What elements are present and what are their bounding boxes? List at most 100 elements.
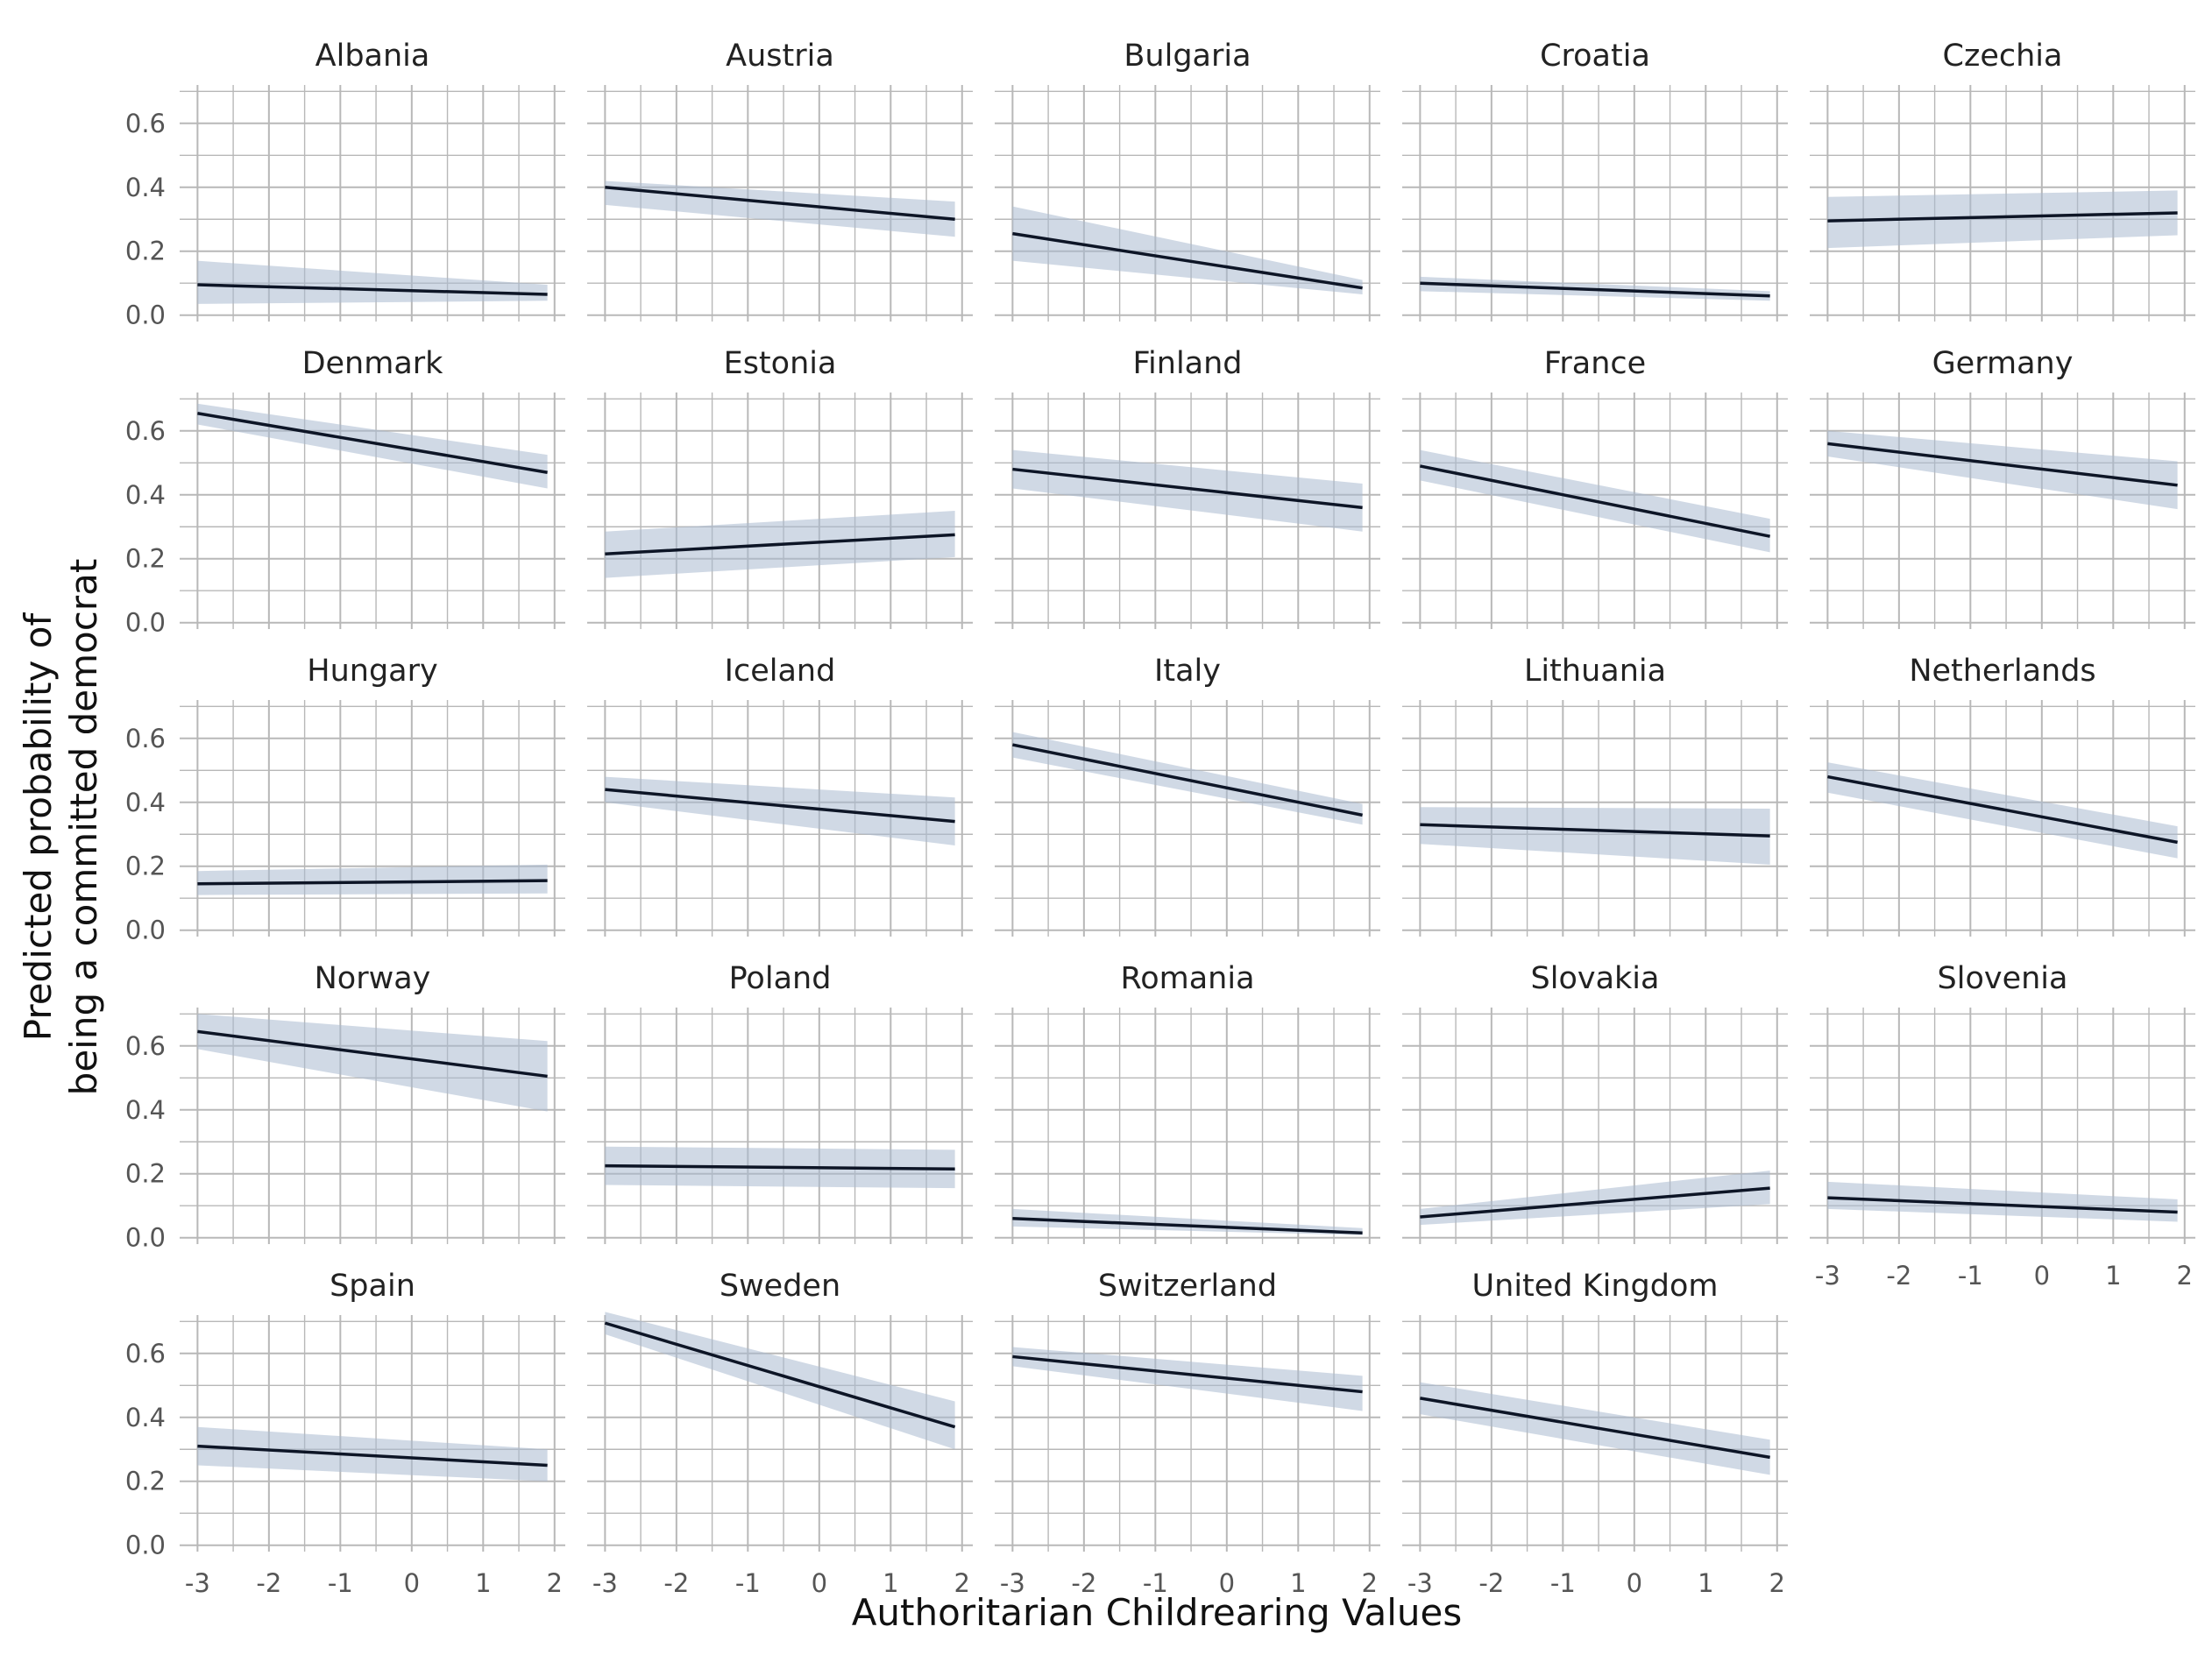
panel-lithuania: Lithuania — [1402, 654, 1788, 937]
facet-title-spain: Spain — [330, 1269, 415, 1304]
fit-line-italy — [1012, 743, 1363, 817]
x-tick-label: 1 — [475, 1568, 491, 1598]
confidence-band-slovakia — [1420, 1171, 1770, 1226]
x-tick-label: -1 — [1958, 1261, 1983, 1291]
facet-title-switzerland: Switzerland — [1098, 1269, 1277, 1304]
fit-line-denmark — [197, 411, 548, 474]
panel-poland: Poland — [587, 961, 973, 1244]
panel-sweden: Sweden -3 -2 -1 0 1 2 — [587, 1269, 973, 1598]
x-tick-label: -2 — [663, 1568, 689, 1598]
x-tick-label: -2 — [1071, 1568, 1096, 1598]
x-tick-label: -1 — [1143, 1568, 1168, 1598]
x-tick-label: 0 — [2034, 1261, 2050, 1291]
panel-germany: Germany — [1810, 346, 2195, 629]
panel-slovenia: Slovenia -3 -2 -1 0 1 2 — [1810, 961, 2195, 1291]
panel-iceland: Iceland — [587, 654, 973, 937]
x-tick-label: 1 — [1698, 1568, 1713, 1598]
y-tick-label: 0.4 — [125, 788, 166, 817]
y-tick-label: 0.6 — [125, 1339, 166, 1369]
fit-line-hungary — [197, 879, 548, 886]
fit-line-switzerland — [1012, 1354, 1363, 1394]
panel-hungary: Hungary 0.0 0.2 0.4 0.6 — [125, 654, 565, 945]
facet-title-united-kingdom: United Kingdom — [1472, 1269, 1719, 1304]
x-axis-title: Authoritarian Childrearing Values — [852, 1591, 1463, 1634]
confidence-band-spain — [197, 1426, 548, 1482]
y-tick-label: 0.6 — [125, 1031, 166, 1061]
y-tick-label: 0.0 — [125, 301, 166, 330]
y-tick-label: 0.0 — [125, 1531, 166, 1560]
fit-line-croatia — [1420, 281, 1770, 298]
panel-finland: Finland — [995, 346, 1380, 629]
y-tick-label: 0.4 — [125, 1095, 166, 1125]
panel-estonia: Estonia — [587, 346, 973, 629]
facet-title-norway: Norway — [315, 961, 431, 996]
panel-croatia: Croatia — [1402, 39, 1788, 322]
confidence-band-denmark — [197, 403, 548, 489]
facet-title-poland: Poland — [729, 961, 832, 996]
panel-united-kingdom: United Kingdom -3 -2 -1 0 1 2 — [1402, 1269, 1788, 1598]
x-tick-label: 1 — [1290, 1568, 1306, 1598]
confidence-band-czechia — [1827, 190, 2178, 249]
panel-netherlands: Netherlands — [1810, 654, 2195, 937]
panel-austria: Austria — [587, 39, 973, 322]
y-tick-label: 0.0 — [125, 608, 166, 638]
fit-line-germany — [1827, 442, 2178, 487]
x-tick-label: 1 — [2105, 1261, 2121, 1291]
fit-line-czechia — [1827, 211, 2178, 223]
facet-title-bulgaria: Bulgaria — [1124, 39, 1251, 74]
x-tick-label: -2 — [1478, 1568, 1504, 1598]
x-tick-label: -3 — [1815, 1261, 1840, 1291]
y-tick-label: 0.2 — [125, 1159, 166, 1189]
y-tick-label: 0.4 — [125, 173, 166, 202]
x-tick-label: 2 — [1769, 1568, 1785, 1598]
panel-italy: Italy — [995, 654, 1380, 937]
y-tick-label: 0.2 — [125, 1467, 166, 1496]
y-axis-title-line-2: being a committed democrat — [62, 559, 105, 1096]
confidence-band-austria — [605, 180, 955, 237]
x-tick-label: 0 — [812, 1568, 827, 1598]
x-tick-label: 2 — [954, 1568, 970, 1598]
panel-france: France — [1402, 346, 1788, 629]
y-tick-label: 0.4 — [125, 480, 166, 510]
panel-albania: Albania 0.0 0.2 0.4 0.6 — [125, 39, 565, 330]
facet-title-slovakia: Slovakia — [1531, 961, 1660, 996]
y-tick-label: 0.0 — [125, 1223, 166, 1253]
facet-title-lithuania: Lithuania — [1524, 654, 1666, 689]
x-tick-label: -3 — [1407, 1568, 1433, 1598]
confidence-band-germany — [1827, 430, 2178, 510]
facet-title-czechia: Czechia — [1943, 39, 2063, 74]
y-axis-title-line-1: Predicted probability of — [17, 612, 60, 1042]
x-tick-label: -2 — [1886, 1261, 1911, 1291]
facet-title-france: France — [1544, 346, 1646, 381]
confidence-band-italy — [1012, 732, 1363, 825]
x-tick-label: 0 — [1219, 1568, 1235, 1598]
confidence-band-albania — [197, 260, 548, 304]
fit-line-slovakia — [1420, 1186, 1770, 1219]
panel-spain: Spain 0.0 0.2 0.4 0.6 -3 -2 -1 0 1 2 — [125, 1269, 565, 1598]
panel-slovakia: Slovakia — [1402, 961, 1788, 1244]
y-tick-label: 0.2 — [125, 852, 166, 881]
panel-czechia: Czechia — [1810, 39, 2195, 322]
fit-line-romania — [1012, 1217, 1363, 1234]
x-tick-label: -2 — [256, 1568, 281, 1598]
panel-romania: Romania — [995, 961, 1380, 1244]
x-tick-label: 2 — [547, 1568, 563, 1598]
fit-line-france — [1420, 464, 1770, 538]
confidence-band-hungary — [197, 864, 548, 895]
facet-title-hungary: Hungary — [307, 654, 437, 689]
panel-switzerland: Switzerland -3 -2 -1 0 1 2 — [995, 1269, 1380, 1598]
facet-title-iceland: Iceland — [725, 654, 836, 689]
fit-line-united-kingdom — [1420, 1397, 1770, 1460]
facet-title-estonia: Estonia — [724, 346, 837, 381]
fit-line-sweden — [604, 1321, 956, 1429]
confidence-band-norway — [197, 1014, 548, 1112]
x-tick-label: 0 — [1627, 1568, 1642, 1598]
x-tick-label: -3 — [1000, 1568, 1025, 1598]
panel-bulgaria: Bulgaria — [995, 39, 1380, 322]
x-tick-label: -3 — [185, 1568, 210, 1598]
y-tick-label: 0.6 — [125, 109, 166, 138]
fit-line-bulgaria — [1012, 231, 1363, 290]
fit-line-norway — [197, 1029, 548, 1079]
y-tick-label: 0.6 — [125, 416, 166, 446]
